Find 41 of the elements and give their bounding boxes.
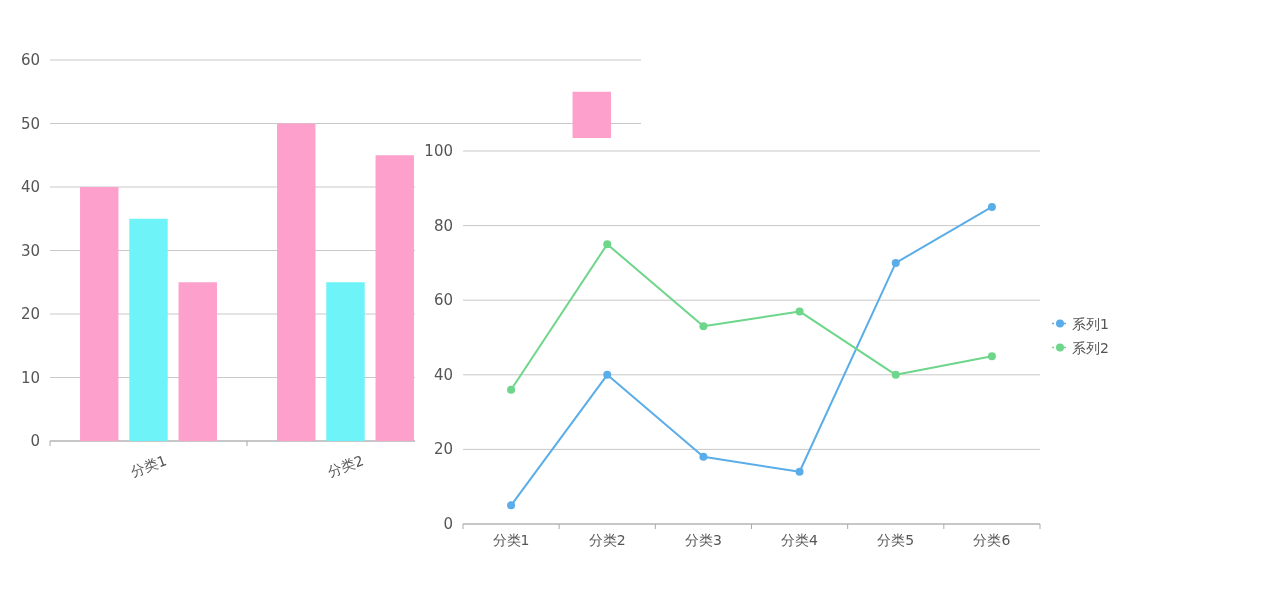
point (795, 467, 804, 476)
bar (326, 282, 365, 441)
x-tick-label: 分类2 (325, 452, 366, 480)
point (603, 370, 612, 379)
x-tick-label: 分类3 (684, 532, 722, 548)
point (987, 352, 996, 361)
point (699, 452, 708, 461)
bar (129, 218, 168, 441)
bar (80, 187, 119, 441)
y-tick-label: 80 (433, 216, 453, 235)
x-tick-label: 分类4 (781, 532, 819, 548)
bar (277, 123, 316, 441)
y-tick-label: 60 (20, 51, 40, 69)
y-tick-label: 50 (20, 114, 40, 133)
point (507, 501, 516, 510)
legend-label: 系列1 (1072, 315, 1109, 332)
y-tick-label: 40 (433, 365, 453, 384)
y-tick-label: 100 (424, 142, 453, 160)
point (891, 370, 900, 379)
y-tick-label: 20 (20, 305, 40, 323)
x-tick-label: 分类1 (492, 532, 530, 548)
y-tick-label: 10 (20, 368, 40, 387)
point (891, 258, 900, 267)
legend-label: 系列2 (1072, 339, 1109, 356)
y-tick-label: 60 (433, 291, 453, 310)
x-tick-label: 分类2 (588, 532, 626, 548)
y-tick-label: 20 (433, 440, 453, 459)
y-tick-label: 0 (30, 432, 40, 450)
x-tick-label: 分类5 (877, 532, 915, 548)
y-tick-label: 40 (20, 178, 40, 196)
point (603, 240, 612, 249)
x-tick-label: 分类1 (128, 452, 169, 480)
point (507, 385, 516, 394)
x-tick-label: 分类6 (973, 532, 1011, 548)
point (987, 202, 996, 211)
bar (178, 282, 217, 441)
y-tick-label: 0 (443, 515, 453, 533)
bar (375, 155, 414, 441)
y-tick-label: 30 (20, 241, 40, 260)
point (795, 307, 804, 316)
point (699, 322, 708, 331)
